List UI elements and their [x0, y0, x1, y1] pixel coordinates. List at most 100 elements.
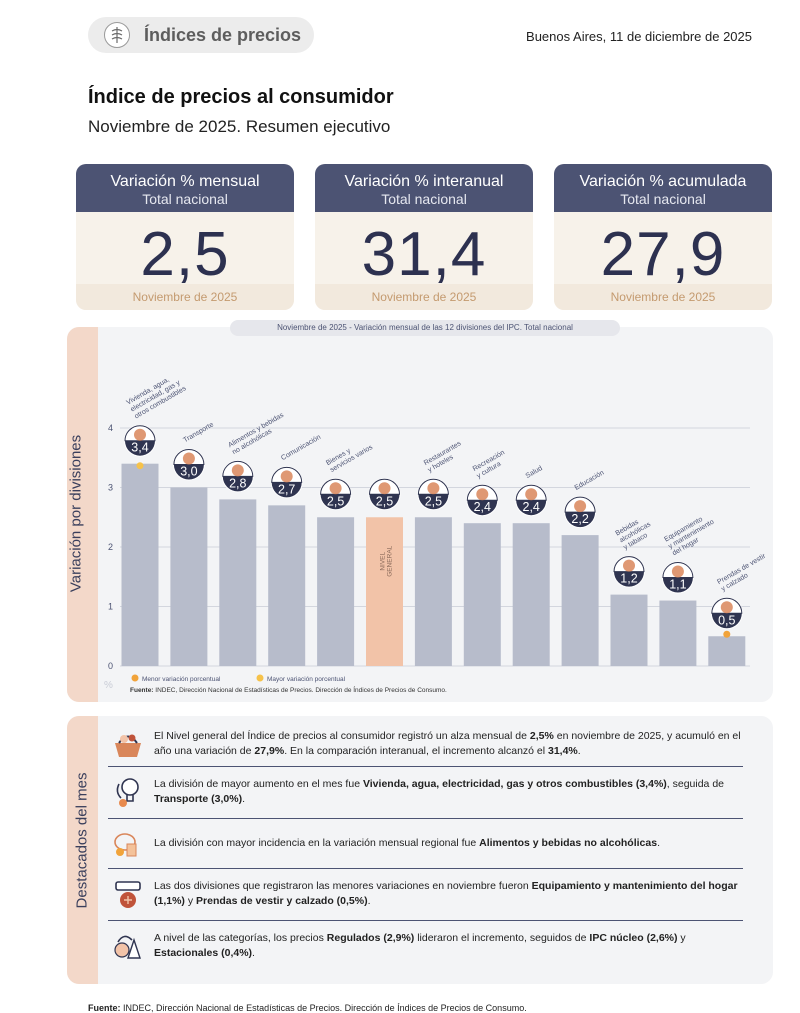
card-period: Noviembre de 2025: [76, 284, 294, 310]
division-icon: [329, 482, 342, 495]
bar-chart: 0 1 2 3 4% 3,4 Vivienda, agua,electricidad, ga…: [104, 371, 768, 694]
highlight-item: Las dos divisiones que registraron las m…: [108, 870, 743, 918]
indec-logo-icon: [104, 22, 130, 48]
dateline: Buenos Aires, 11 de diciembre de 2025: [526, 29, 752, 44]
bar: [610, 594, 648, 666]
value-bubble: [614, 571, 644, 587]
highlights-side-band: [67, 716, 98, 984]
bar: [708, 636, 746, 666]
value-label: 2,5: [376, 494, 393, 508]
utilities-icon: [108, 772, 148, 812]
section-badge-label: Índices de precios: [144, 24, 302, 45]
divider: [108, 920, 743, 921]
bar: [512, 523, 550, 666]
division-icon: [671, 565, 684, 578]
legend-swatch: [131, 674, 139, 682]
card-yearly-variation: Variación % interanual Total nacional 31…: [315, 164, 533, 310]
value-bubble: [516, 500, 547, 516]
value-label: 1,2: [620, 572, 637, 586]
shopping-basket-icon: [108, 724, 148, 764]
value-bubble: [222, 476, 253, 492]
category-label: Bienes yservicios varios: [325, 437, 374, 474]
card-value: 31,4: [361, 220, 487, 289]
highlight-text: El Nivel general del Índice de precios a…: [154, 730, 741, 757]
category-label: Salud: [525, 465, 544, 480]
category-label: Educación: [574, 469, 606, 491]
value-bubble: [369, 494, 400, 510]
category-label: Prendas de vestiry calzado: [716, 552, 768, 593]
min-marker: [723, 630, 731, 638]
card-title: Variación % interanual: [344, 173, 504, 190]
y-tick-label: 2: [108, 542, 113, 552]
divider: [108, 868, 743, 869]
card-period: Noviembre de 2025: [315, 284, 533, 310]
value-label: 2,4: [474, 500, 491, 514]
chart-y-axis-title: Variación por divisiones: [67, 434, 85, 593]
page-source: Fuente: INDEC, Dirección Nacional de Est…: [88, 1003, 527, 1013]
division-icon: [623, 559, 635, 572]
card-subtitle: Total nacional: [142, 191, 228, 207]
value-bubble: [125, 440, 155, 456]
value-label: 2,4: [523, 500, 540, 514]
chart-side-band: [67, 327, 98, 702]
divider: [108, 818, 743, 819]
bar: [659, 600, 697, 666]
division-icon: [378, 482, 391, 495]
card-subtitle: Total nacional: [620, 191, 706, 207]
value-bubble: [565, 512, 596, 528]
division-icon: [231, 464, 244, 477]
bar: [561, 535, 599, 666]
card-title: Variación % mensual: [110, 173, 260, 190]
value-bubble: [320, 494, 351, 510]
legend-swatch: [256, 674, 264, 682]
y-unit-label: %: [104, 680, 113, 691]
division-icon: [427, 482, 440, 495]
value-label: 3,4: [131, 441, 148, 455]
highlight-text: A nivel de las categorías, los precios R…: [154, 932, 686, 959]
card-subtitle: Total nacional: [381, 191, 467, 207]
highlights-panel: [67, 716, 773, 984]
value-bubble: [662, 577, 693, 593]
section-badge: Índices de precios: [88, 17, 314, 53]
highlight-item: La división con mayor incidencia en la v…: [108, 820, 743, 866]
legend-label: Mayor variación porcentual: [267, 676, 346, 683]
bar: [121, 463, 159, 666]
bar: [317, 517, 355, 666]
page-subtitle: Noviembre de 2025. Resumen ejecutivo: [88, 117, 391, 136]
card-value: 27,9: [600, 220, 726, 289]
category-label: Restaurantesy hoteles: [423, 440, 467, 474]
highlights-title: Destacados del mes: [73, 772, 91, 909]
highlight-item: El Nivel general del Índice de precios a…: [108, 722, 743, 766]
chart-source: Fuente: INDEC, Dirección Nacional de Est…: [130, 685, 447, 694]
division-icon: [476, 488, 489, 501]
category-label: Bebidasalcohólicasy tabaco: [615, 514, 657, 551]
page-title: Índice de precios al consumidor: [88, 86, 394, 108]
value-bubble: [711, 613, 742, 629]
bar: [268, 505, 306, 666]
y-tick-label: 0: [108, 661, 113, 671]
y-tick-label: 1: [108, 602, 113, 612]
category-label: NIVELGENERAL: [380, 545, 394, 576]
value-label: 1,1: [669, 578, 686, 592]
bar: [219, 499, 257, 666]
category-label: Vivienda, agua,electricidad, gas yotros …: [126, 371, 188, 420]
division-icon: [574, 500, 587, 513]
card-value: 2,5: [140, 220, 230, 289]
division-icon: [525, 488, 538, 501]
value-bubble: [173, 464, 204, 480]
category-label: Transporte: [182, 421, 215, 444]
value-label: 2,8: [229, 476, 246, 490]
division-icon: [280, 470, 293, 483]
card-title: Variación % acumulada: [579, 173, 747, 190]
value-bubble: [467, 500, 498, 516]
bar: [463, 523, 501, 666]
value-label: 0,5: [718, 613, 735, 627]
division-icon: [720, 601, 733, 614]
highlight-item: La división de mayor aumento en el mes f…: [108, 768, 743, 816]
highlight-text: La división con mayor incidencia en la v…: [154, 836, 660, 849]
category-label: Equipamientoy mantenimientodel hogar: [663, 512, 719, 558]
value-label: 2,2: [571, 512, 588, 526]
category-label: Recreacióny cultura: [472, 449, 510, 480]
value-label: 3,0: [180, 465, 197, 479]
y-tick-label: 3: [108, 483, 113, 493]
